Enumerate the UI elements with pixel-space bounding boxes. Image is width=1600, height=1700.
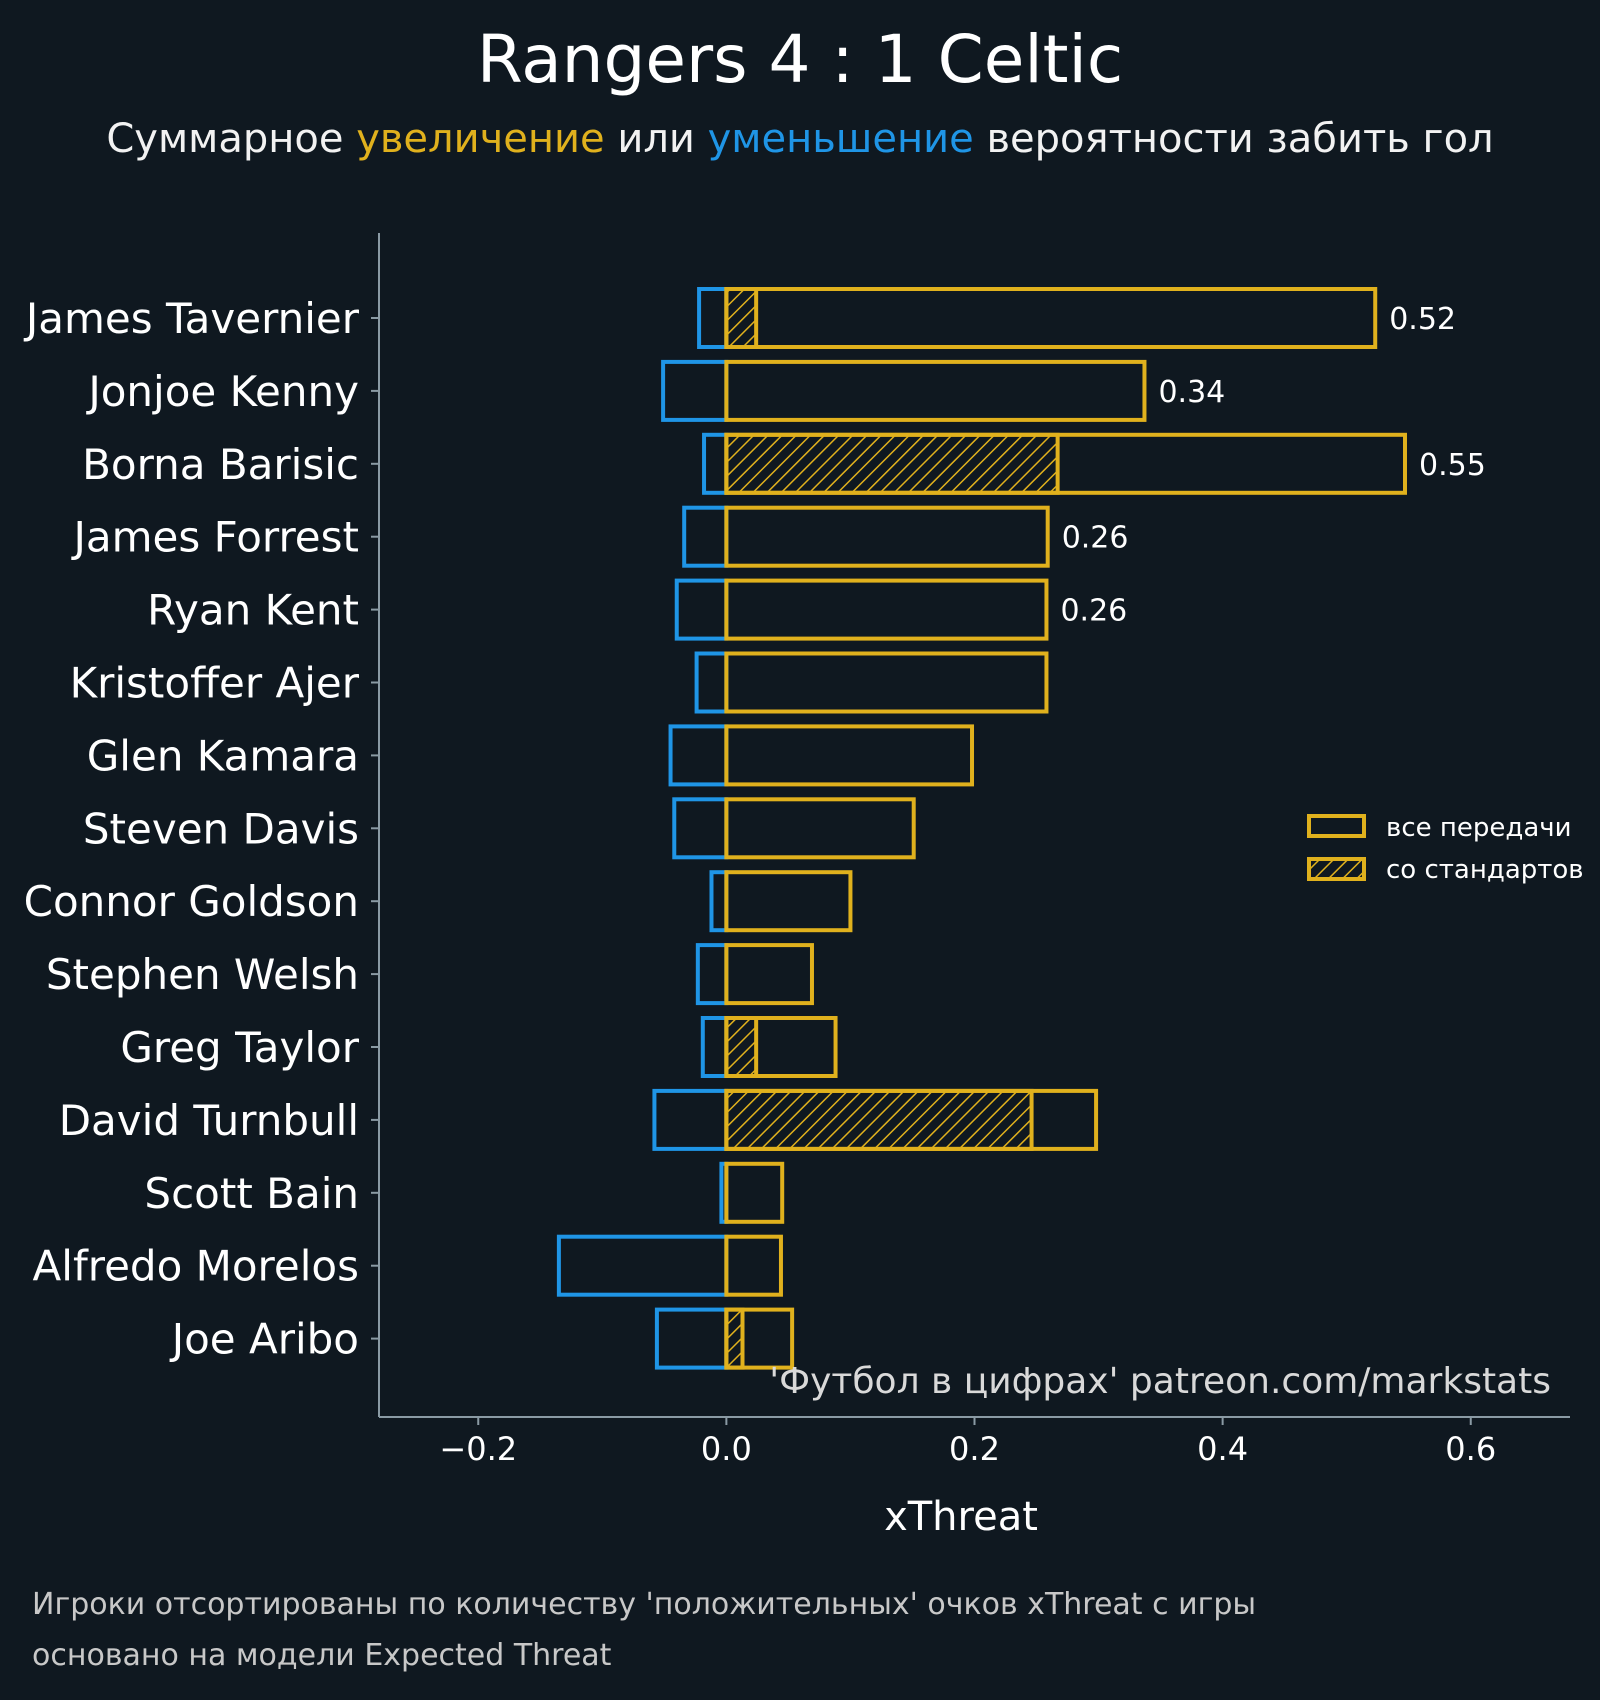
value-label: 0.55 (1419, 448, 1486, 483)
player-label: James Forrest (70, 513, 359, 562)
player-label: Borna Barisic (82, 440, 359, 489)
negative-bar (694, 651, 729, 714)
positive-bar (724, 1161, 785, 1224)
watermark: 'Футбол в цифрах' patreon.com/markstats (769, 1361, 1551, 1402)
x-tick-label: 0.4 (1197, 1430, 1248, 1468)
player-label: Joe Aribo (169, 1315, 359, 1364)
negative-bar (661, 359, 729, 422)
player-label: Connor Goldson (24, 877, 359, 926)
player-label: Greg Taylor (120, 1023, 359, 1072)
set-piece-bar (724, 432, 1060, 495)
negative-bar (674, 578, 729, 641)
footnote-line-1: Игроки отсортированы по количеству 'поло… (32, 1587, 1256, 1622)
positive-bar (724, 870, 853, 933)
subtitle-part-3: вероятности забить гол (974, 116, 1494, 162)
legend-swatch-set-pieces (1307, 857, 1366, 881)
positive-bar (724, 797, 916, 860)
legend-label-set-pieces: со стандартов (1386, 855, 1584, 885)
subtitle-negative-word: уменьшение (708, 116, 974, 162)
chart-title: Rangers 4 : 1 Celtic (477, 21, 1123, 98)
set-piece-bar (724, 1088, 1034, 1151)
set-piece-bar (724, 1307, 745, 1370)
player-label: Alfredo Morelos (33, 1242, 359, 1291)
positive-bar (724, 1234, 783, 1297)
legend-swatch-all-passes (1307, 814, 1366, 838)
footnote-line-2: основано на модели Expected Threat (32, 1638, 612, 1673)
player-label: Stephen Welsh (46, 950, 359, 999)
value-label: 0.26 (1062, 521, 1129, 556)
negative-bar (700, 1016, 729, 1078)
positive-bar (724, 651, 1049, 714)
subtitle-part-2: или (605, 116, 708, 162)
negative-bar (702, 432, 729, 495)
bars-layer (556, 287, 1407, 1370)
negative-bar (652, 1088, 729, 1151)
value-label: 0.26 (1060, 594, 1127, 629)
value-label: 0.34 (1158, 375, 1225, 410)
subtitle-positive-word: увеличение (356, 116, 604, 162)
positive-bar (724, 943, 814, 1006)
x-tick-label: −0.2 (439, 1430, 517, 1468)
value-label: 0.52 (1389, 302, 1456, 337)
positive-bar (724, 287, 1378, 349)
negative-bar (709, 870, 729, 933)
positive-bar (724, 505, 1050, 568)
player-label: Ryan Kent (147, 586, 359, 635)
negative-bar (695, 943, 729, 1006)
player-label: David Turnbull (59, 1096, 359, 1145)
negative-bar (668, 724, 729, 787)
player-label: Jonjoe Kenny (85, 367, 359, 416)
subtitle-part-1: Суммарное (106, 116, 356, 162)
ticks-layer: −0.2 0.0 0.2 0.4 0.6 (371, 317, 1496, 1468)
labels-layer: James Tavernier 0.52 Jonjoe Kenny 0.34 Borna… (23, 294, 1486, 1364)
player-label: Kristoffer Ajer (70, 659, 360, 708)
legend: все передачи со стандартов (1307, 813, 1584, 885)
player-label: Scott Bain (144, 1169, 359, 1218)
player-label: Steven Davis (83, 804, 359, 853)
negative-bar (556, 1234, 729, 1297)
player-label: Glen Kamara (87, 731, 359, 780)
chart-subtitle: Суммарное увеличение или уменьшение веро… (106, 116, 1493, 162)
positive-bar (724, 578, 1049, 641)
x-tick-label: 0.6 (1445, 1430, 1496, 1468)
negative-bar (697, 287, 729, 349)
set-piece-bar (724, 1016, 759, 1078)
x-axis-label: xThreat (884, 1494, 1038, 1540)
set-piece-bar (724, 287, 759, 349)
x-tick-label: 0.0 (701, 1430, 752, 1468)
positive-bar (724, 359, 1147, 422)
negative-bar (682, 505, 729, 568)
legend-label-all-passes: все передачи (1386, 813, 1572, 843)
negative-bar (672, 797, 729, 860)
positive-bar (724, 724, 975, 787)
player-label: James Tavernier (23, 294, 360, 343)
x-tick-label: 0.2 (949, 1430, 1000, 1468)
negative-bar (654, 1307, 729, 1370)
